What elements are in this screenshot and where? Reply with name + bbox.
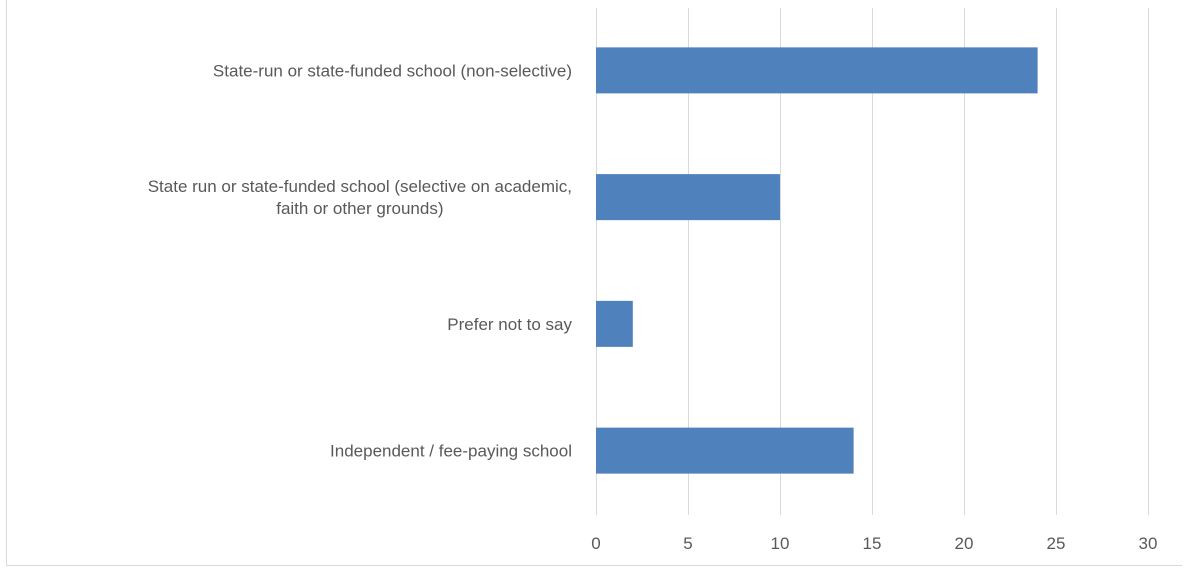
category-label-line: Prefer not to say (447, 315, 572, 334)
chart-frame (6, 0, 1182, 566)
category-label: Prefer not to say (447, 315, 572, 334)
x-tick-label: 10 (771, 534, 790, 553)
bar-3 (596, 427, 854, 474)
category-label-line: State run or state-funded school (select… (148, 177, 572, 196)
x-axis-tick-labels: 0 5 10 15 20 25 30 (591, 534, 1157, 553)
category-labels: State-run or state-funded school (non-se… (148, 61, 573, 460)
category-label: State-run or state-funded school (non-se… (213, 61, 572, 80)
category-label-line: State-run or state-funded school (non-se… (213, 61, 572, 80)
x-tick-label: 15 (863, 534, 882, 553)
category-label: Independent / fee-paying school (330, 442, 572, 461)
bars (596, 47, 1038, 474)
bar-0 (596, 47, 1038, 94)
x-tick-label: 25 (1047, 534, 1066, 553)
bar-2 (596, 300, 633, 347)
category-label-line: Independent / fee-paying school (330, 442, 572, 461)
x-tick-label: 5 (683, 534, 692, 553)
category-label: State run or state-funded school (select… (148, 177, 572, 218)
x-tick-label: 0 (591, 534, 600, 553)
category-label-line: faith or other grounds) (276, 199, 443, 218)
x-tick-label: 30 (1139, 534, 1158, 553)
x-tick-label: 20 (955, 534, 974, 553)
bar-1 (596, 174, 780, 221)
